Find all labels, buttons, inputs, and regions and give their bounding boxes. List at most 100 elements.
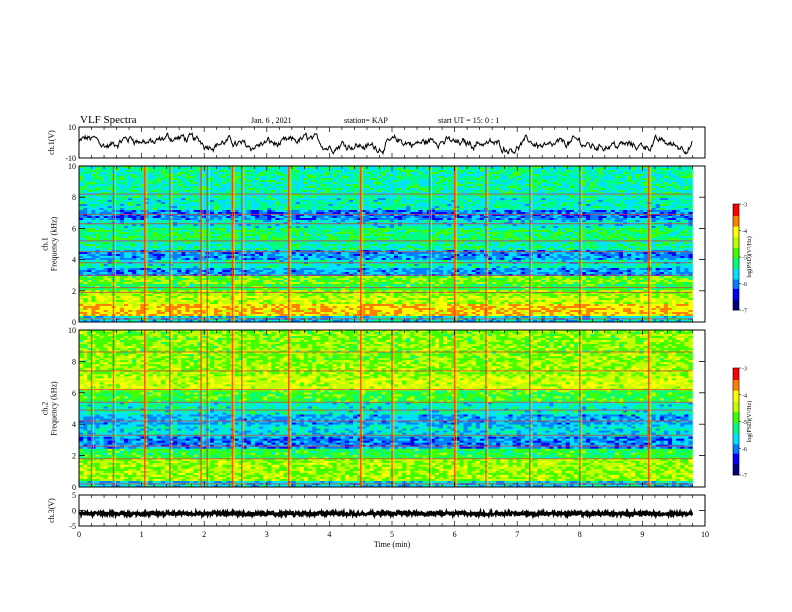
spectrogram-cell	[468, 174, 472, 176]
spectrogram-cell	[247, 178, 251, 180]
spectrogram-cell	[234, 190, 238, 192]
spectrogram-cell	[210, 206, 214, 208]
spectrogram-cell	[607, 202, 611, 204]
spectrogram-cell	[91, 180, 95, 182]
spectrogram-cell	[218, 198, 222, 200]
spectrogram-cell	[427, 200, 431, 202]
spectrogram-cell	[447, 184, 451, 186]
spectrogram-cell	[333, 218, 337, 220]
spectrogram-cell	[517, 182, 521, 184]
spectrogram-cell	[91, 216, 95, 218]
spectrogram-cell	[476, 220, 480, 222]
spectrogram-cell	[423, 174, 427, 176]
spectrogram-cell	[283, 168, 287, 170]
spectrogram-cell	[386, 228, 390, 230]
spectrogram-cell	[386, 180, 390, 182]
spectrogram-cell	[598, 180, 602, 182]
spectrogram-cell	[635, 226, 639, 228]
spectrogram-cell	[668, 228, 672, 230]
spectrogram-cell	[545, 168, 549, 170]
spectrogram-cell	[353, 172, 357, 174]
spectrogram-cell	[328, 186, 332, 188]
spectrogram-cell	[533, 184, 537, 186]
spectrogram-cell	[210, 196, 214, 198]
spectrogram-cell	[635, 210, 639, 212]
spectrogram-cell	[312, 168, 316, 170]
spectrogram-cell	[668, 184, 672, 186]
spectrogram-cell	[562, 170, 566, 172]
spectrogram-cell	[218, 224, 222, 226]
spectrogram-cell	[553, 190, 557, 192]
spectrogram-cell	[210, 228, 214, 230]
spectrogram-cell	[447, 200, 451, 202]
spectrogram-cell	[660, 218, 664, 220]
spectrogram-cell	[341, 210, 345, 212]
spectrogram-cell	[549, 206, 553, 208]
spectrogram-cell	[255, 202, 259, 204]
spectrogram-cell	[365, 230, 369, 232]
spectrogram-cell	[598, 176, 602, 178]
spectrogram-cell	[275, 172, 279, 174]
spectrogram-cell	[202, 186, 206, 188]
spectrogram-cell	[541, 176, 545, 178]
spectrogram-cell	[189, 226, 193, 228]
spectrogram-cell	[312, 198, 316, 200]
spectrogram-cell	[218, 178, 222, 180]
spectrogram-cell	[234, 210, 238, 212]
spectrogram-cell	[271, 206, 275, 208]
spectrogram-cell	[615, 196, 619, 198]
spectrogram-cell	[116, 220, 120, 222]
spectrogram-cell	[300, 226, 304, 228]
spectrogram-cell	[337, 230, 341, 232]
spectrogram-cell	[341, 202, 345, 204]
spectrogram-cell	[541, 168, 545, 170]
spectrogram-cell	[553, 182, 557, 184]
spectrogram-cell	[680, 216, 684, 218]
spectrogram-cell	[525, 226, 529, 228]
spectrogram-cell	[312, 230, 316, 232]
spectrogram-cell	[566, 170, 570, 172]
spectrogram-cell	[369, 216, 373, 218]
spectrogram-cell	[680, 170, 684, 172]
spectrogram-cell	[463, 178, 467, 180]
spectrogram-cell	[508, 176, 512, 178]
spectrogram-cell	[394, 210, 398, 212]
spectrogram-cell	[373, 218, 377, 220]
spectrogram-cell	[136, 210, 140, 212]
spectrogram-cell	[271, 170, 275, 172]
spectrogram-cell	[194, 200, 198, 202]
spectrogram-cell	[120, 210, 124, 212]
spectrogram-cell	[275, 230, 279, 232]
spectrogram-cell	[349, 200, 353, 202]
spectrogram-cell	[476, 182, 480, 184]
spectrogram-cell	[439, 176, 443, 178]
spectrogram-cell	[373, 182, 377, 184]
spectrogram-cell	[517, 224, 521, 226]
spectrogram-cell	[455, 200, 459, 202]
spectrogram-cell	[660, 210, 664, 212]
spectrogram-cell	[341, 170, 345, 172]
spectrogram-cell	[296, 174, 300, 176]
spectrogram-cell	[345, 210, 349, 212]
spectrogram-cell	[418, 204, 422, 206]
spectrogram-cell	[161, 186, 165, 188]
spectrogram-cell	[598, 184, 602, 186]
spectrogram-cell	[153, 216, 157, 218]
spectrogram-cell	[639, 228, 643, 230]
spectrogram-cell	[517, 210, 521, 212]
spectrogram-cell	[320, 178, 324, 180]
spectrogram-cell	[680, 218, 684, 220]
spectrogram-cell	[406, 202, 410, 204]
spectrogram-cell	[157, 228, 161, 230]
spectrogram-cell	[402, 184, 406, 186]
spectrogram-cell	[627, 202, 631, 204]
spectrogram-cell	[566, 210, 570, 212]
spectrogram-cell	[259, 224, 263, 226]
spectrogram-cell	[218, 170, 222, 172]
spectrogram-cell	[394, 170, 398, 172]
spectrogram-cell	[660, 184, 664, 186]
spectrogram-cell	[635, 216, 639, 218]
spectrogram-cell	[537, 170, 541, 172]
spectrogram-cell	[296, 198, 300, 200]
spectrogram-cell	[427, 190, 431, 192]
